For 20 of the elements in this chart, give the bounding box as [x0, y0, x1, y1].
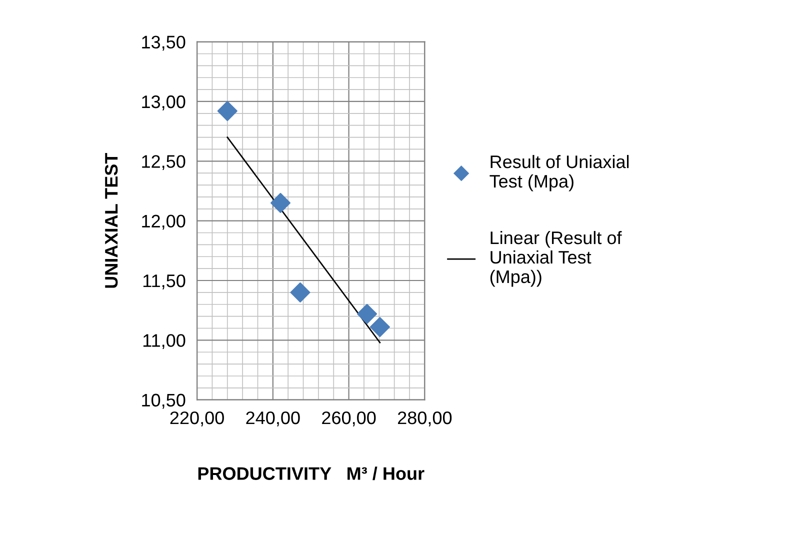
point: [217, 101, 238, 122]
y-tick-label: 12,00: [142, 214, 186, 230]
point: [370, 317, 390, 338]
y-tick-label: 13,50: [142, 36, 186, 51]
x-tick-label: 220,00: [170, 411, 224, 426]
y-tick-label: 11,00: [143, 334, 186, 350]
y-axis-title: UNIAXIAL TEST: [104, 152, 118, 288]
point: [357, 304, 378, 324]
point: [270, 192, 291, 213]
y-tick-label: 12,50: [142, 155, 186, 170]
y-tick-label: 13,00: [142, 95, 186, 110]
x-axis-title: PRODUCTIVITY M³ / Hour: [198, 466, 424, 480]
x-tick-label: 240,00: [246, 411, 300, 426]
x-tick-label: 280,00: [398, 411, 452, 426]
y-tick-label: 11,50: [143, 274, 186, 290]
point: [290, 282, 310, 302]
legend-label: Result of Uniaxial Test (Mpa): [490, 154, 629, 192]
x-tick-label: 260,00: [322, 411, 376, 426]
legend-label: Linear (Result of Uniaxial Test (Mpa)): [490, 230, 622, 287]
y-tick-label: 10,50: [142, 394, 186, 409]
